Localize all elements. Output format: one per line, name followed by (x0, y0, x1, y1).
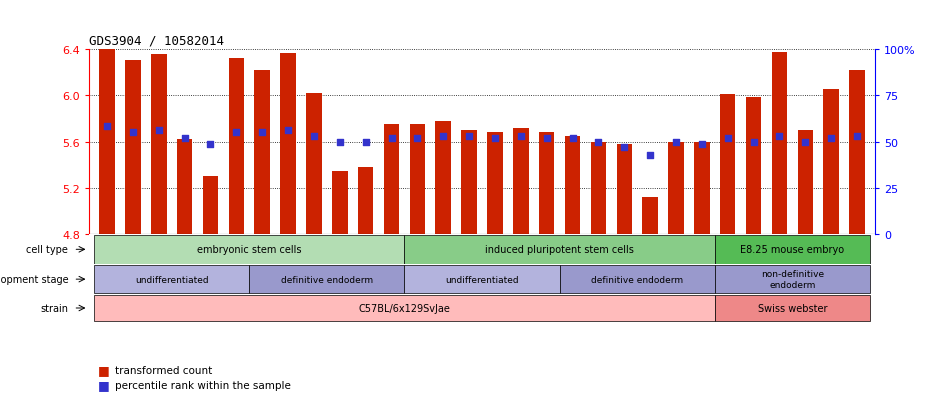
Point (99, 124, 114, 131)
Bar (746, 98, 761, 235)
Point (746, 139, 761, 145)
Bar (715, 235, 870, 264)
Bar (306, 94, 322, 235)
Bar (358, 168, 373, 235)
Bar (617, 145, 632, 235)
Point (281, 127, 296, 134)
Point (565, 135, 580, 142)
Bar (404, 265, 560, 294)
Bar (668, 142, 684, 235)
Point (797, 139, 812, 145)
Bar (642, 198, 658, 235)
Point (721, 135, 736, 142)
Point (255, 130, 270, 136)
Point (695, 141, 709, 148)
Point (461, 133, 476, 140)
Point (643, 153, 658, 159)
Point (436, 133, 451, 140)
Bar (564, 136, 580, 235)
Point (306, 133, 321, 140)
Point (203, 141, 218, 148)
Text: non-definitive
endoderm: non-definitive endoderm (761, 270, 824, 289)
Bar (849, 70, 865, 235)
Bar (177, 140, 193, 235)
Bar (404, 235, 715, 264)
Bar (249, 265, 404, 294)
Text: transformed count: transformed count (115, 365, 212, 375)
Text: development stage: development stage (0, 275, 68, 285)
Text: embryonic stem cells: embryonic stem cells (197, 245, 301, 255)
Text: C57BL/6x129SvJae: C57BL/6x129SvJae (358, 303, 450, 313)
Point (488, 135, 503, 142)
Bar (513, 128, 529, 235)
Bar (228, 59, 244, 235)
Point (177, 135, 192, 142)
Bar (95, 235, 404, 264)
Bar (695, 142, 709, 235)
Bar (435, 121, 451, 235)
Point (125, 130, 140, 136)
Point (539, 135, 554, 142)
Point (410, 135, 425, 142)
Bar (410, 125, 425, 235)
Point (384, 135, 399, 142)
Bar (591, 142, 607, 235)
Text: undifferentiated: undifferentiated (135, 275, 209, 284)
Point (668, 139, 683, 145)
Bar (461, 131, 476, 235)
Bar (203, 177, 218, 235)
Bar (95, 295, 715, 322)
Bar (151, 55, 167, 235)
Text: GDS3904 / 10582014: GDS3904 / 10582014 (89, 34, 224, 47)
Bar (95, 265, 249, 294)
Text: definitive endoderm: definitive endoderm (281, 275, 373, 284)
Text: undifferentiated: undifferentiated (446, 275, 519, 284)
Text: induced pluripotent stem cells: induced pluripotent stem cells (485, 245, 634, 255)
Text: percentile rank within the sample: percentile rank within the sample (115, 380, 291, 390)
Bar (488, 133, 503, 235)
Point (824, 135, 839, 142)
Text: strain: strain (40, 303, 68, 313)
Text: ■: ■ (98, 378, 110, 392)
Text: ■: ■ (98, 363, 110, 376)
Text: E8.25 mouse embryo: E8.25 mouse embryo (740, 245, 844, 255)
Bar (125, 61, 140, 235)
Point (358, 139, 373, 145)
Text: Swiss webster: Swiss webster (757, 303, 827, 313)
Text: definitive endoderm: definitive endoderm (592, 275, 683, 284)
Bar (560, 265, 715, 294)
Bar (255, 70, 270, 235)
Point (850, 133, 865, 140)
Point (152, 127, 167, 134)
Point (332, 139, 347, 145)
Point (772, 133, 787, 140)
Bar (715, 295, 870, 322)
Text: cell type: cell type (26, 245, 68, 255)
Point (229, 130, 244, 136)
Bar (824, 90, 839, 235)
Bar (539, 133, 554, 235)
Point (591, 139, 606, 145)
Bar (280, 54, 296, 235)
Bar (384, 125, 400, 235)
Bar (715, 265, 870, 294)
Bar (797, 131, 813, 235)
Bar (771, 53, 787, 235)
Bar (99, 50, 115, 235)
Bar (332, 171, 347, 235)
Bar (720, 95, 736, 235)
Point (513, 133, 528, 140)
Point (617, 145, 632, 151)
